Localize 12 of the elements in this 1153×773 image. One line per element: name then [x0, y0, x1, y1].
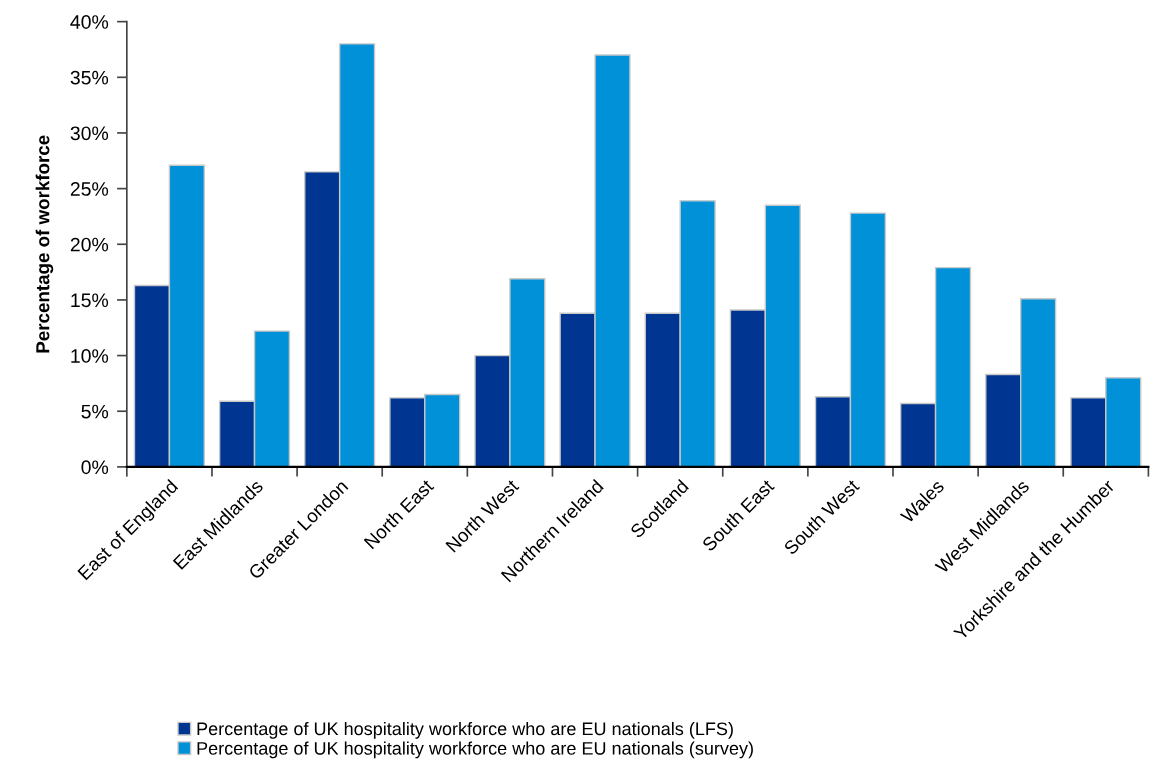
y-tick-label: 35%	[70, 70, 109, 85]
y-tick-label: 10%	[71, 349, 109, 363]
legend-label: Percentage of UK hospitality workforce who are EU nationals (LFS)	[197, 721, 733, 739]
y-tick-label: 0%	[81, 460, 109, 475]
y-tick-label: 5%	[81, 404, 109, 419]
y-tick-label: 15%	[71, 293, 109, 308]
y-tick-label: 40%	[70, 15, 109, 29]
y-tick-label: 30%	[70, 126, 109, 141]
y-tick-label: 20%	[70, 237, 109, 252]
y-axis-title: Percentage of workforce	[35, 135, 54, 353]
y-tick-label: 25%	[70, 182, 109, 196]
legend-label: Percentage of UK hospitality workforce who are EU nationals (survey)	[197, 741, 753, 759]
